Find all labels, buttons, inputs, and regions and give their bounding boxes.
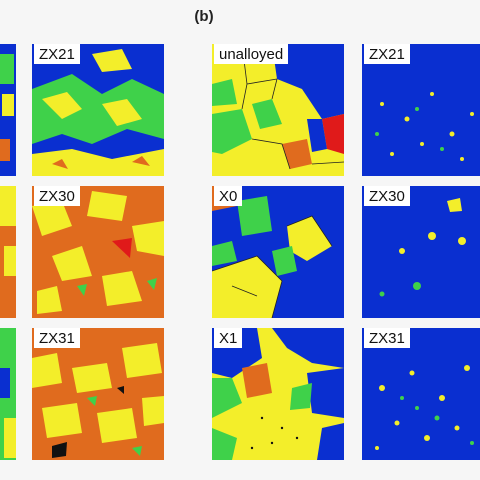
edge-tile-1: [0, 44, 16, 176]
edge-tile-3: [0, 328, 16, 460]
micrograph-b-zx31: ZX31: [362, 328, 480, 460]
micrograph-a-zx30: ZX30: [32, 186, 164, 318]
tile-label: X1: [214, 328, 243, 348]
tile-label: ZX30: [34, 186, 80, 206]
tile-label: ZX31: [34, 328, 80, 348]
tile-label: X0: [214, 186, 243, 206]
panel-b-label: (b): [194, 8, 214, 25]
tile-label: ZX21: [34, 44, 80, 64]
tile-label: ZX21: [364, 44, 410, 64]
edge-tile-2: [0, 186, 16, 318]
tile-label: ZX30: [364, 186, 410, 206]
micrograph-a-zx21: ZX21: [32, 44, 164, 176]
micrograph-b-x1: X1: [212, 328, 344, 460]
tile-label: ZX31: [364, 328, 410, 348]
micrograph-b-zx30: ZX30: [362, 186, 480, 318]
tile-label: unalloyed: [214, 44, 289, 64]
micrograph-b-zx21: ZX21: [362, 44, 480, 176]
micrograph-a-zx31: ZX31: [32, 328, 164, 460]
micrograph-b-unalloyed: unalloyed: [212, 44, 344, 176]
micrograph-b-x0: X0: [212, 186, 344, 318]
